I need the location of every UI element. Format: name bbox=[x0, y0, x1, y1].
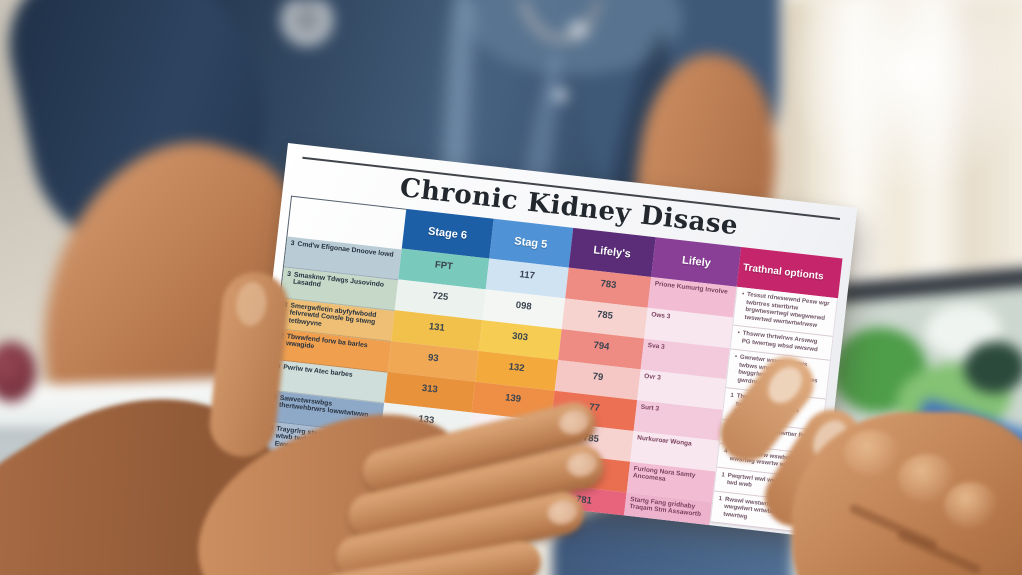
fingernail bbox=[545, 497, 580, 528]
fingernail bbox=[556, 407, 592, 438]
fingernail bbox=[761, 360, 809, 410]
fingernail bbox=[564, 449, 600, 480]
knuckle bbox=[844, 430, 900, 476]
left-thumb bbox=[206, 269, 292, 460]
scrub-button bbox=[552, 88, 568, 102]
window-light-glow bbox=[770, 0, 1022, 200]
stethoscope-icon bbox=[281, 0, 603, 46]
knuckle bbox=[944, 482, 998, 528]
thumb-highlight bbox=[234, 280, 269, 328]
